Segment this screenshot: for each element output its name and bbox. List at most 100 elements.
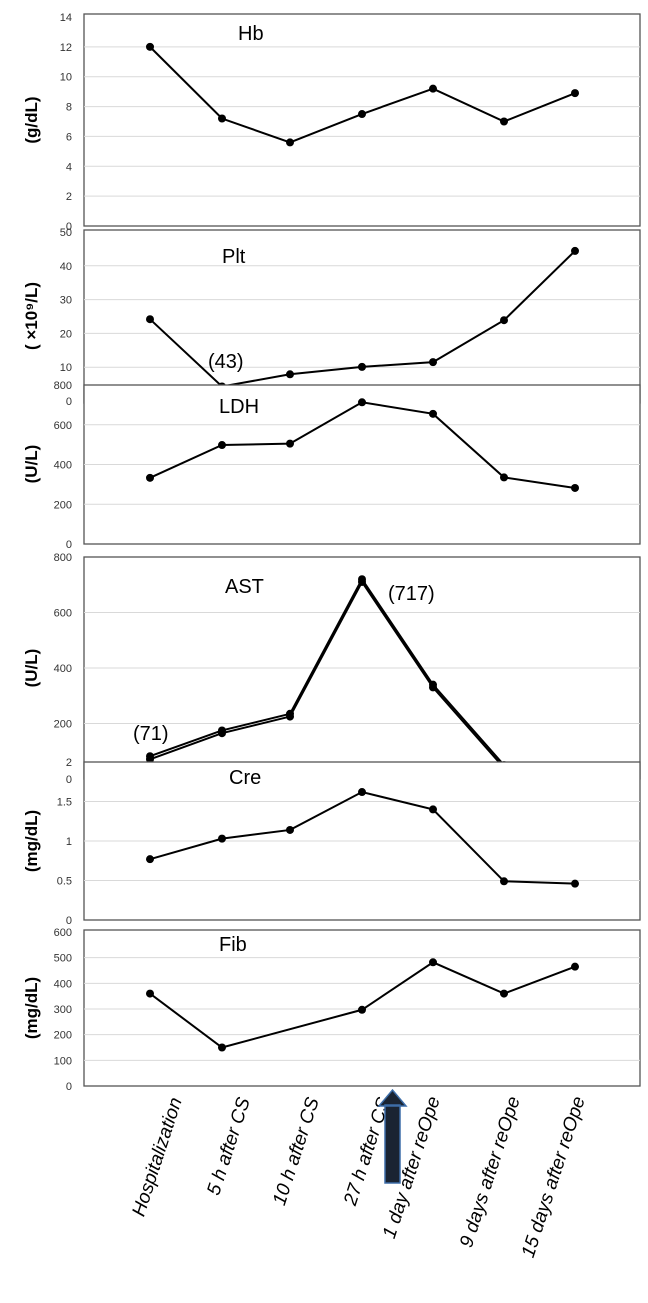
x-tick-label: 9 days after reOpe <box>456 1094 525 1250</box>
y-tick-label: 6 <box>66 131 72 143</box>
y-tick-label: 0 <box>66 539 72 551</box>
x-tick-label: 5 h after CS <box>203 1095 254 1198</box>
y-tick-label: 200 <box>54 1030 72 1042</box>
data-point <box>358 362 366 371</box>
y-tick-label: 2 <box>66 757 72 769</box>
y-axis-label: (U/L) <box>22 445 41 484</box>
x-tick-label: Hospitalization <box>129 1095 187 1219</box>
panel-title: Hb <box>238 23 264 45</box>
data-point <box>429 958 437 967</box>
y-tick-label: 50 <box>60 227 72 239</box>
data-point <box>571 89 579 98</box>
data-point <box>571 246 579 255</box>
data-point <box>146 42 154 51</box>
y-tick-label: 4 <box>66 161 72 173</box>
data-point <box>358 788 366 797</box>
y-tick-label: 0 <box>66 396 72 408</box>
y-tick-label: 12 <box>60 42 72 54</box>
y-tick-label: 2 <box>66 191 72 203</box>
y-tick-label: 200 <box>54 719 72 731</box>
panel-title: Fib <box>219 934 247 956</box>
y-tick-label: 800 <box>54 380 72 392</box>
panel-plt: 0 10 20 30 40 50 Plt ( ×10⁹/L) (43) <box>22 227 641 408</box>
y-tick-label: 600 <box>54 608 72 620</box>
y-tick-label: 0 <box>66 221 72 233</box>
y-tick-label: 400 <box>54 460 72 472</box>
y-tick-label: 0 <box>66 1081 72 1093</box>
y-axis-label: (mg/dL) <box>22 810 41 872</box>
y-tick-label: 0 <box>66 915 72 927</box>
data-point <box>218 114 226 123</box>
data-point <box>429 805 437 814</box>
data-point <box>429 409 437 418</box>
data-point <box>500 316 508 325</box>
y-tick-label: 600 <box>54 927 72 939</box>
data-point <box>358 398 366 407</box>
y-tick-label: 0.5 <box>57 876 72 888</box>
data-point <box>286 439 294 448</box>
y-axis-label: (U/L) <box>22 649 41 688</box>
plot-frame <box>83 229 641 404</box>
data-point <box>218 726 226 735</box>
y-tick-label: 100 <box>54 1055 72 1067</box>
data-point <box>146 473 154 482</box>
data-point <box>500 117 508 126</box>
data-point <box>146 315 154 324</box>
data-annotation: (43) <box>208 351 244 373</box>
y-tick-label: 800 <box>54 552 72 564</box>
panel-ldh: 0 200 400 600 800 LDH (U/L) <box>22 380 641 551</box>
data-point <box>286 825 294 834</box>
y-tick-label: 40 <box>60 261 72 273</box>
panel-ast: 0 200 400 600 800 AST (U/L) (71) (717) <box>22 552 641 786</box>
data-point <box>358 110 366 119</box>
y-tick-label: 300 <box>54 1004 72 1016</box>
data-point <box>429 84 437 93</box>
y-axis-label: (g/dL) <box>22 96 41 143</box>
series-line <box>149 961 576 1049</box>
data-point <box>146 855 154 864</box>
y-tick-label: 500 <box>54 953 72 965</box>
panel-cre: 0 0.5 1 1.5 2 Cre (mg/dL) <box>22 757 641 927</box>
y-tick-label: 1.5 <box>57 797 72 809</box>
x-axis: Hospitalization 5 h after CS 10 h after CS… <box>129 1094 590 1260</box>
data-point <box>500 473 508 482</box>
data-point <box>429 358 437 367</box>
y-tick-label: 30 <box>60 295 72 307</box>
plot-frame <box>83 13 641 227</box>
data-point <box>286 370 294 379</box>
data-point <box>146 752 154 761</box>
data-point <box>429 680 437 689</box>
data-point <box>146 989 154 998</box>
data-annotation: (717) <box>388 583 435 605</box>
data-point <box>571 879 579 888</box>
y-tick-label: 400 <box>54 663 72 675</box>
y-axis-label: (mg/dL) <box>22 977 41 1039</box>
x-tick-label: 10 h after CS <box>269 1095 324 1208</box>
data-point <box>218 834 226 843</box>
panel-title: AST <box>225 576 264 598</box>
panel-title: LDH <box>219 396 259 418</box>
y-tick-label: 8 <box>66 102 72 114</box>
data-point <box>286 709 294 718</box>
data-point <box>218 441 226 450</box>
panel-title: Plt <box>222 246 246 268</box>
data-point <box>286 138 294 147</box>
data-point <box>500 989 508 998</box>
y-tick-label: 200 <box>54 499 72 511</box>
event-arrow-icon <box>377 1088 408 1184</box>
data-point <box>500 877 508 886</box>
y-tick-label: 1 <box>66 836 72 848</box>
panel-title: Cre <box>229 767 261 789</box>
y-tick-label: 0 <box>66 774 72 786</box>
data-point <box>358 1005 366 1014</box>
y-axis-label: ( ×10⁹/L) <box>22 282 41 350</box>
y-tick-label: 10 <box>60 72 72 84</box>
y-tick-label: 600 <box>54 420 72 432</box>
y-tick-label: 10 <box>60 362 72 374</box>
data-point <box>571 483 579 492</box>
data-annotation: (71) <box>133 723 169 745</box>
y-tick-label: 20 <box>60 328 72 340</box>
data-point <box>358 575 366 584</box>
data-point <box>218 1043 226 1052</box>
